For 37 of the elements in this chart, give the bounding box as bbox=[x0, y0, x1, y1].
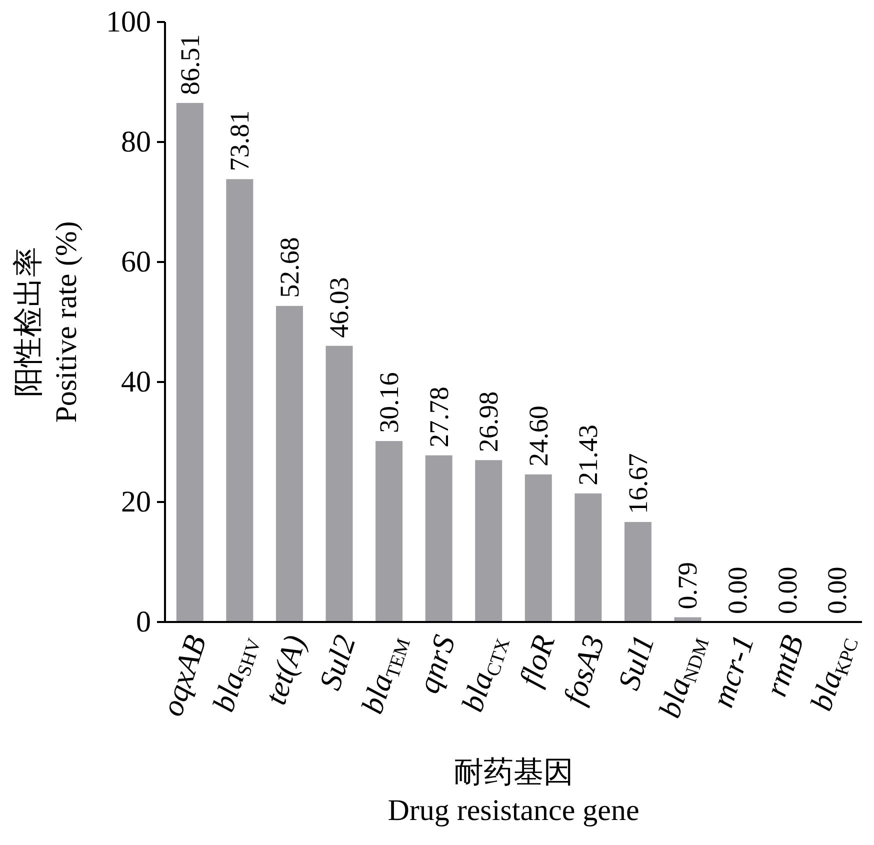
y-tick-label: 40 bbox=[121, 366, 151, 398]
data-label: 27.78 bbox=[424, 386, 454, 448]
y-tick-label: 80 bbox=[121, 126, 151, 158]
data-label: 86.51 bbox=[174, 34, 205, 95]
data-label: 52.68 bbox=[274, 237, 304, 298]
y-tick-label: 20 bbox=[121, 486, 151, 518]
data-label: 21.43 bbox=[573, 424, 604, 486]
bar bbox=[524, 474, 552, 622]
data-label: 0.00 bbox=[722, 566, 753, 614]
x-axis-title: 耐药基因 Drug resistance gene bbox=[388, 756, 640, 827]
y-tick-label: 100 bbox=[106, 6, 151, 38]
data-label: 73.81 bbox=[224, 110, 255, 172]
bar bbox=[624, 522, 652, 622]
x-tick-label: Sul1 bbox=[610, 630, 661, 694]
x-tick-label: rmtB bbox=[758, 630, 810, 700]
y-tick-label: 0 bbox=[136, 606, 151, 638]
data-label: 30.16 bbox=[374, 372, 404, 434]
bar bbox=[574, 493, 602, 622]
data-label: 16.67 bbox=[622, 453, 653, 514]
bar bbox=[376, 441, 403, 622]
bar bbox=[425, 455, 452, 622]
y-axis-title: 阳性检出率 Positive rate (%) bbox=[12, 221, 82, 423]
data-label: 0.79 bbox=[672, 562, 703, 610]
data-label: 26.98 bbox=[474, 391, 504, 452]
data-label: 0.00 bbox=[822, 566, 852, 614]
data-label: 24.60 bbox=[523, 406, 554, 466]
data-label: 46.03 bbox=[324, 277, 354, 338]
bar bbox=[276, 306, 303, 622]
bar bbox=[475, 460, 502, 622]
y-tick-label: 60 bbox=[121, 246, 151, 278]
bar bbox=[326, 346, 353, 622]
x-tick-label: Sul2 bbox=[312, 630, 362, 694]
data-label: 0.00 bbox=[772, 566, 802, 614]
x-tick-label: qnrS bbox=[410, 630, 462, 698]
bar bbox=[176, 102, 204, 622]
bar bbox=[226, 179, 254, 622]
x-tick-label: oqxAB bbox=[154, 630, 213, 720]
